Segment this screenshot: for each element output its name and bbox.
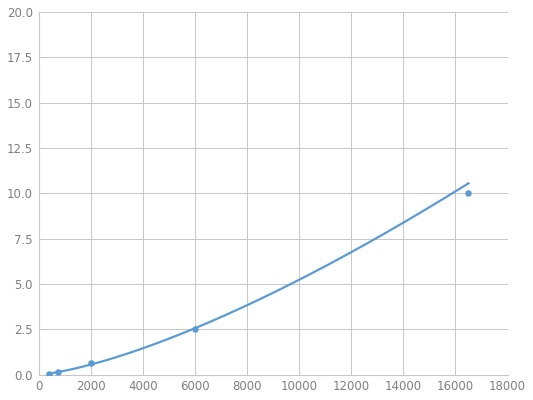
Point (86, 360, 95, 366)
Point (464, 190, 473, 196)
Point (191, 326, 199, 332)
Point (45, 370, 53, 377)
Point (54, 368, 62, 375)
